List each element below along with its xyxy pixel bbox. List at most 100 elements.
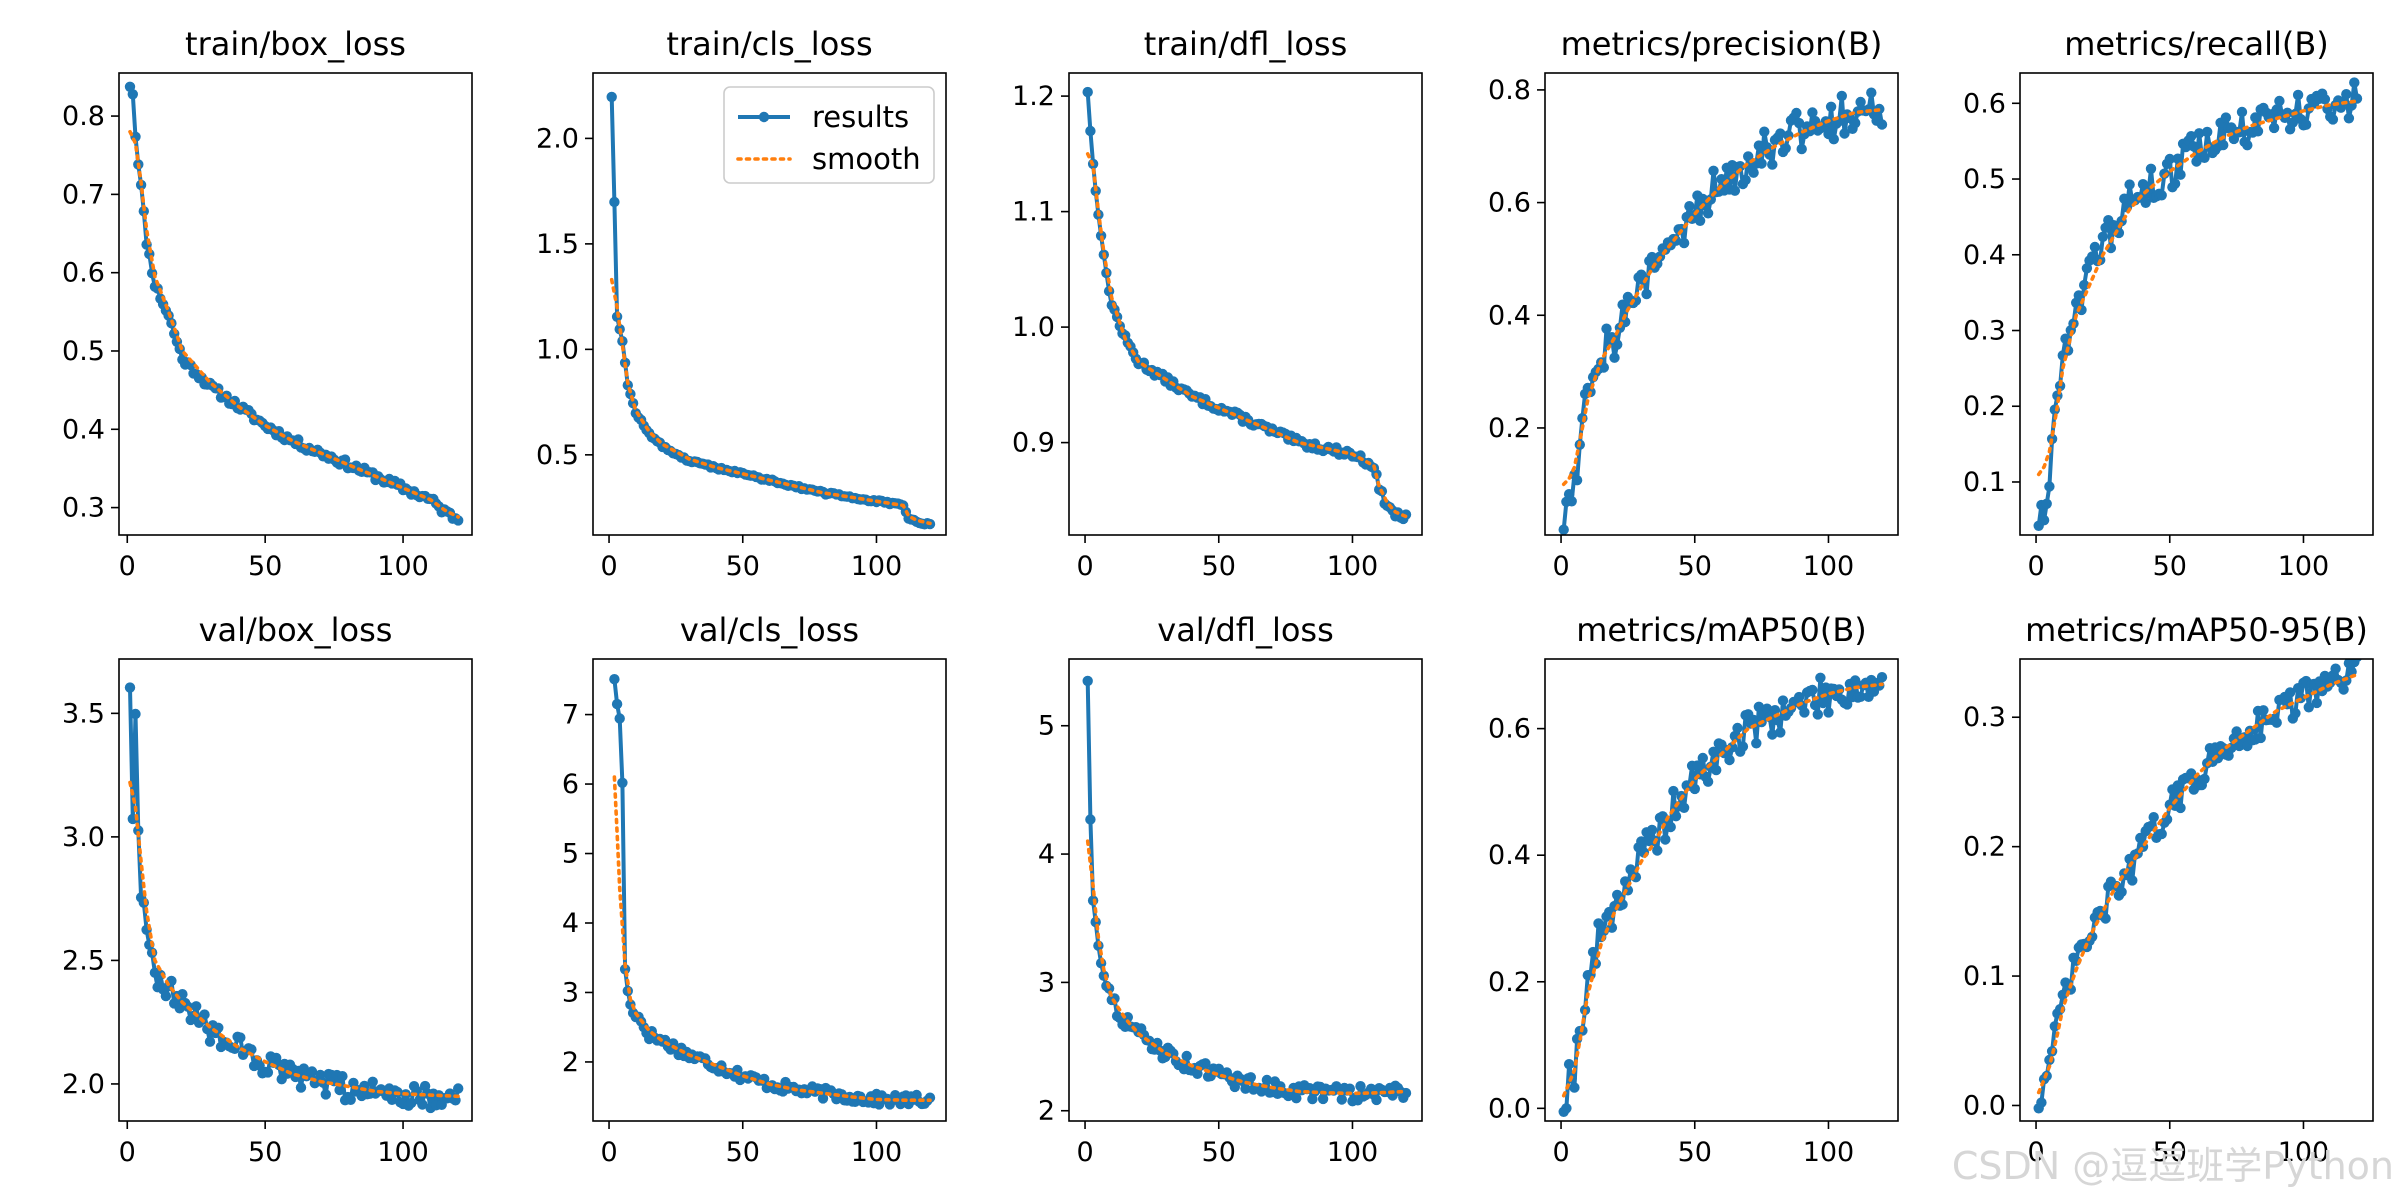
y-tick-label: 1.1 (1012, 197, 1055, 228)
results-data-point (1692, 760, 1703, 771)
results-data-point (2349, 77, 2360, 88)
x-tick-label: 0 (600, 551, 617, 582)
results-data-point (1815, 672, 1826, 683)
results-data-point (204, 1036, 216, 1047)
results-data-point (2175, 802, 2186, 814)
results-data-point (1261, 1074, 1273, 1086)
smooth-series-line (1561, 682, 1884, 1098)
y-tick-label: 0.4 (1963, 240, 2006, 271)
results-data-point (2341, 89, 2352, 100)
results-data-point (2044, 481, 2055, 492)
results-data-point (1812, 709, 1824, 720)
results-data-point (127, 89, 138, 100)
plot-area (1558, 87, 1888, 535)
y-tick-label: 0.2 (1963, 832, 2006, 863)
y-tick-label: 4 (562, 908, 579, 939)
panel-title: metrics/mAP50(B) (1576, 611, 1867, 649)
x-tick-label: 100 (1803, 1137, 1855, 1168)
results-data-point (1748, 167, 1759, 178)
results-data-point (1759, 126, 1770, 137)
results-data-point (1665, 821, 1676, 833)
plot-area (1082, 86, 1412, 525)
results-data-point (2255, 732, 2266, 744)
results-data-point (1641, 288, 1652, 300)
x-tick-label: 100 (1327, 551, 1379, 582)
results-data-point (1689, 783, 1701, 795)
results-data-point (1729, 185, 1741, 196)
results-data-point (2343, 113, 2355, 124)
results-data-point (2218, 139, 2229, 151)
results-data-point (1743, 151, 1754, 162)
results-data-point (1085, 125, 1096, 137)
y-tick-label: 2.0 (536, 123, 579, 154)
results-data-point (2300, 119, 2312, 130)
results-data-point (2199, 773, 2210, 785)
results-data-point (1756, 158, 1767, 169)
axes-frame (2019, 658, 2374, 1122)
results-data-point (1809, 699, 1821, 711)
watermark-text: CSDN @逗逗班学Python (1951, 1144, 2394, 1188)
results-series-line (1561, 90, 1884, 530)
results-data-point (160, 990, 172, 1002)
results-data-point (1753, 140, 1765, 151)
plot-area (2033, 77, 2363, 531)
y-tick-label: 2 (562, 1047, 579, 1078)
x-tick-label: 100 (2278, 1137, 2330, 1168)
y-tick-label: 0.7 (62, 179, 105, 210)
results-data-point (1775, 128, 1786, 139)
results-data-point (1587, 946, 1599, 958)
results-data-point (2164, 153, 2175, 165)
x-tick-label: 50 (1678, 1137, 1712, 1168)
results-data-point (1085, 814, 1096, 825)
plot-area (609, 674, 936, 1110)
results-data-point (1807, 684, 1818, 696)
results-data-point (2127, 875, 2138, 886)
panel-metrics-map50-95-b: metrics/mAP50-95(B) 0 50 100 0.0 0.1 0.2 0.3 (1963, 611, 2374, 1168)
results-data-point (235, 1032, 246, 1043)
results-data-point (2116, 886, 2127, 898)
panel-title: metrics/recall(B) (2064, 25, 2329, 63)
y-tick-label: 1.0 (1012, 312, 1055, 343)
y-tick-label: 0.5 (1963, 164, 2006, 195)
x-tick-label: 50 (1202, 1137, 1236, 1168)
results-data-point (611, 698, 623, 710)
legend-results-label: results (812, 100, 909, 134)
results-data-point (1793, 117, 1805, 129)
smooth-series-line (1085, 839, 1408, 1096)
results-data-point (609, 674, 620, 685)
y-tick-label: 0.5 (536, 440, 579, 471)
results-data-point (1850, 117, 1861, 129)
results-data-point (2140, 197, 2151, 208)
results-data-point (1796, 143, 1807, 155)
y-tick-label: 2.5 (62, 945, 105, 976)
results-data-point (1617, 299, 1628, 310)
results-data-point (1694, 215, 1706, 226)
results-data-point (1791, 107, 1802, 119)
y-tick-label: 0.8 (1488, 75, 1531, 106)
smooth-series-line (2036, 672, 2359, 1095)
results-data-point (2175, 169, 2186, 180)
y-tick-label: 4 (1038, 839, 1055, 870)
y-tick-label: 0.1 (1963, 961, 2006, 992)
results-data-point (138, 206, 149, 217)
panel-metrics-map50-b: metrics/mAP50(B) 0 50 100 0.0 0.2 0.4 0.6 (1488, 611, 1899, 1168)
results-data-point (2303, 702, 2314, 713)
results-data-point (2236, 106, 2248, 118)
y-tick-label: 3 (562, 977, 579, 1008)
y-tick-label: 3 (1038, 967, 1055, 998)
legend: results smooth (723, 86, 935, 184)
results-data-point (1660, 834, 1671, 845)
results-data-point (2220, 112, 2232, 123)
results-data-point (133, 825, 144, 836)
results-data-point (345, 1094, 356, 1106)
axes-frame (2019, 72, 2374, 536)
results-data-point (2188, 141, 2199, 152)
panel-title: val/box_loss (199, 611, 393, 649)
panel-title: metrics/mAP50-95(B) (2025, 611, 2368, 649)
results-data-point (2330, 663, 2341, 674)
panel-train-box-loss: train/box_loss 0 50 100 0.3 0.4 0.5 0.6 0.7 0.8 (62, 25, 473, 582)
results-data-point (2156, 828, 2167, 840)
results-data-point (1652, 845, 1663, 856)
results-data-point (2036, 1097, 2047, 1108)
x-tick-label: 0 (1076, 551, 1093, 582)
